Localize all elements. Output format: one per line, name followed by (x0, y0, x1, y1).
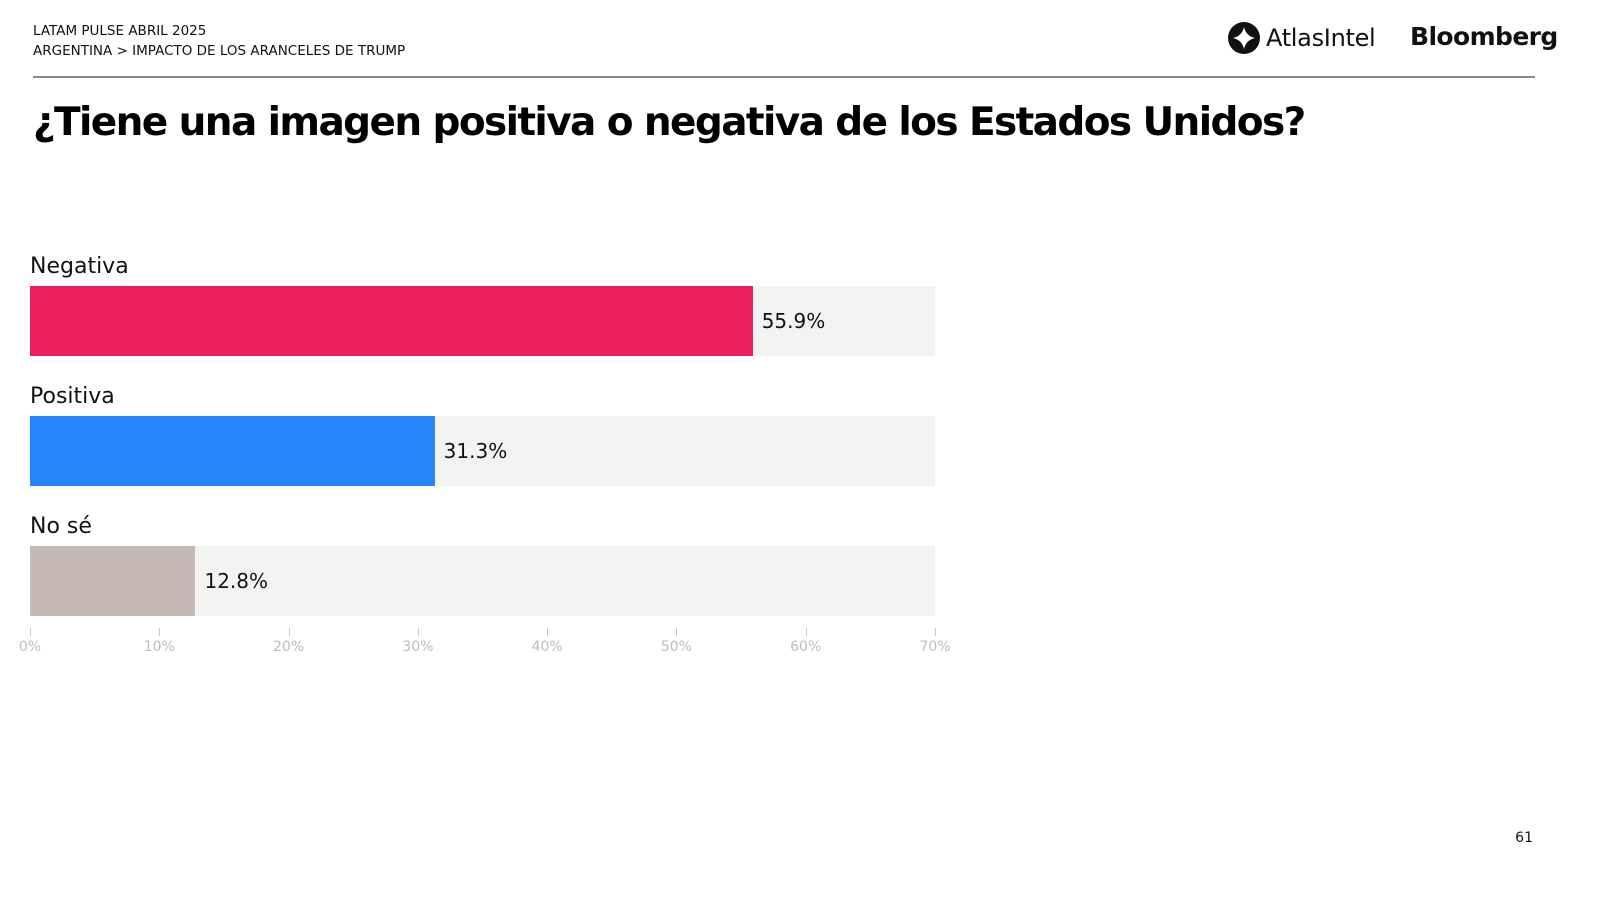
x-axis-tick (30, 628, 31, 636)
value-label: 31.3% (443, 439, 508, 463)
bar (30, 546, 196, 616)
x-axis-tick-label: 70% (919, 639, 951, 655)
x-axis-tick (676, 628, 678, 636)
bar (30, 416, 435, 486)
value-label: 12.8% (204, 569, 269, 593)
bar-track: 12.8% (30, 546, 935, 616)
bar-track: 31.3% (30, 416, 935, 486)
x-axis-tick-label: 40% (531, 639, 563, 655)
x-axis-tick-label: 20% (273, 639, 305, 655)
x-axis-tick (159, 628, 161, 636)
breadcrumb: ARGENTINA > IMPACTO DE LOS ARANCELES DE … (33, 43, 406, 59)
atlasintel-logo-text: AtlasIntel (1266, 24, 1376, 52)
category-label: Positiva (30, 384, 115, 409)
x-axis-tick (935, 628, 936, 636)
bar (30, 286, 753, 356)
x-axis-tick (805, 628, 807, 636)
chart-title: ¿Tiene una imagen positiva o negativa de… (33, 100, 1306, 145)
page-number: 61 (1515, 830, 1533, 846)
bloomberg-logo: Bloomberg (1410, 22, 1558, 51)
category-label: No sé (30, 514, 92, 539)
report-series-label: LATAM PULSE ABRIL 2025 (33, 23, 207, 39)
header-divider (33, 76, 1535, 78)
x-axis-tick (288, 628, 290, 636)
bar-track: 55.9% (30, 286, 935, 356)
x-axis-tick-label: 50% (660, 639, 692, 655)
x-axis-tick-label: 30% (402, 639, 434, 655)
x-axis-tick-label: 60% (790, 639, 822, 655)
x-axis-tick-label: 10% (143, 639, 175, 655)
x-axis-tick-label: 0% (18, 639, 42, 655)
value-label: 55.9% (761, 309, 826, 333)
atlasintel-logo-icon (1228, 22, 1260, 54)
x-axis-tick (547, 628, 549, 636)
atlasintel-logo: AtlasIntel (1228, 22, 1376, 54)
x-axis-tick (417, 628, 419, 636)
category-label: Negativa (30, 254, 129, 279)
